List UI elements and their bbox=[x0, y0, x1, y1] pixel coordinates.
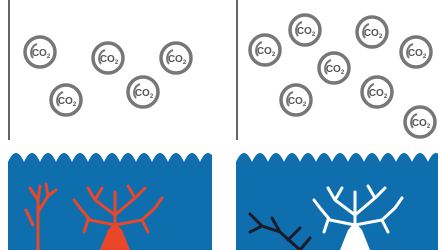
molecule-formula: CO bbox=[288, 96, 303, 107]
co2-molecule: CO2 bbox=[25, 37, 55, 67]
molecule-formula: CO bbox=[32, 48, 47, 59]
molecule-formula: CO bbox=[257, 46, 272, 57]
illustration: CO2CO2CO2CO2CO2CO2CO2CO2CO2CO2CO2CO2CO2 bbox=[0, 0, 438, 250]
co2-molecule: CO2 bbox=[290, 15, 320, 45]
co2-molecule: CO2 bbox=[281, 85, 311, 115]
co2-molecule: CO2 bbox=[362, 77, 392, 107]
co2-molecule: CO2 bbox=[401, 37, 431, 67]
molecule-formula: CO bbox=[297, 26, 312, 37]
co2-molecule: CO2 bbox=[51, 85, 81, 115]
molecule-formula: CO bbox=[326, 64, 341, 75]
co2-molecule: CO2 bbox=[161, 43, 191, 73]
molecule-formula: CO bbox=[168, 54, 183, 65]
co2-molecule: CO2 bbox=[319, 53, 349, 83]
co2-molecule: CO2 bbox=[93, 43, 123, 73]
ocean bbox=[236, 140, 438, 250]
molecule-formula: CO bbox=[58, 96, 73, 107]
molecule-formula: CO bbox=[408, 48, 423, 59]
ocean bbox=[8, 140, 216, 250]
molecule-formula: CO bbox=[412, 118, 427, 129]
molecule-formula: CO bbox=[369, 88, 384, 99]
co2-molecule: CO2 bbox=[357, 17, 387, 47]
molecule-formula: CO bbox=[135, 88, 150, 99]
molecule-formula: CO bbox=[364, 28, 379, 39]
co2-molecule: CO2 bbox=[128, 77, 158, 107]
molecule-formula: CO bbox=[100, 54, 115, 65]
co2-molecule: CO2 bbox=[250, 35, 280, 65]
co2-molecule: CO2 bbox=[405, 107, 435, 137]
